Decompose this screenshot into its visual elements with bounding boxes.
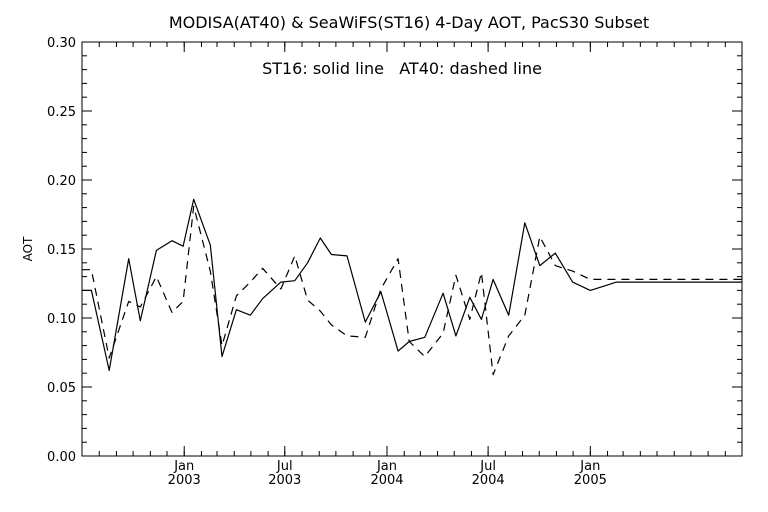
x-tick-year-label: 2004 (370, 473, 403, 488)
y-tick-label: 0.20 (47, 174, 76, 189)
x-tick-month-label: Jan (579, 459, 600, 474)
x-tick-month-label: Jul (276, 459, 293, 474)
y-axis-label: AOT (21, 236, 35, 261)
series-line-at40 (82, 205, 742, 376)
y-axis: 0.00 0.05 0.10 0.15 0.20 0.25 0.30 (47, 36, 742, 465)
x-tick-year-label: 2004 (472, 473, 505, 488)
series-line-st16 (82, 198, 742, 371)
y-tick-label: 0.15 (47, 243, 76, 258)
line-style-note: ST16: solid line AT40: dashed line (262, 59, 542, 78)
chart-title: MODISA(AT40) & SeaWiFS(ST16) 4-Day AOT, … (169, 13, 649, 32)
x-tick-year-label: 2005 (574, 473, 607, 488)
x-tick-month-label: Jul (479, 459, 496, 474)
y-tick-label: 0.05 (47, 381, 76, 396)
x-tick-year-label: 2003 (268, 473, 301, 488)
series-layer (82, 198, 742, 376)
x-tick-month-label: Jan (376, 459, 397, 474)
x-tick-year-label: 2003 (168, 473, 201, 488)
y-tick-label: 0.00 (47, 450, 76, 465)
y-tick-label: 0.30 (47, 36, 76, 51)
y-tick-label: 0.10 (47, 312, 76, 327)
x-tick-month-label: Jan (173, 459, 194, 474)
plot-frame (81, 41, 743, 457)
y-tick-label: 0.25 (47, 105, 76, 120)
